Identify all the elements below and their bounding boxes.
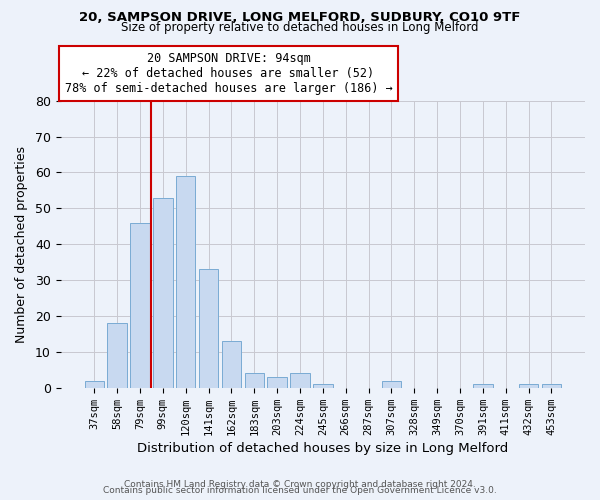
Bar bbox=[473, 384, 493, 388]
Bar bbox=[221, 341, 241, 388]
Bar bbox=[519, 384, 538, 388]
X-axis label: Distribution of detached houses by size in Long Melford: Distribution of detached houses by size … bbox=[137, 442, 508, 455]
Bar bbox=[199, 270, 218, 388]
Y-axis label: Number of detached properties: Number of detached properties bbox=[15, 146, 28, 343]
Text: Contains HM Land Registry data © Crown copyright and database right 2024.: Contains HM Land Registry data © Crown c… bbox=[124, 480, 476, 489]
Text: Size of property relative to detached houses in Long Melford: Size of property relative to detached ho… bbox=[121, 21, 479, 34]
Text: Contains public sector information licensed under the Open Government Licence v3: Contains public sector information licen… bbox=[103, 486, 497, 495]
Bar bbox=[313, 384, 332, 388]
Bar bbox=[85, 380, 104, 388]
Bar bbox=[382, 380, 401, 388]
Bar bbox=[107, 323, 127, 388]
Bar bbox=[245, 374, 264, 388]
Bar bbox=[290, 374, 310, 388]
Text: 20 SAMPSON DRIVE: 94sqm
← 22% of detached houses are smaller (52)
78% of semi-de: 20 SAMPSON DRIVE: 94sqm ← 22% of detache… bbox=[65, 52, 392, 95]
Text: 20, SAMPSON DRIVE, LONG MELFORD, SUDBURY, CO10 9TF: 20, SAMPSON DRIVE, LONG MELFORD, SUDBURY… bbox=[79, 11, 521, 24]
Bar bbox=[268, 377, 287, 388]
Bar bbox=[153, 198, 173, 388]
Bar bbox=[176, 176, 196, 388]
Bar bbox=[542, 384, 561, 388]
Bar bbox=[130, 222, 149, 388]
